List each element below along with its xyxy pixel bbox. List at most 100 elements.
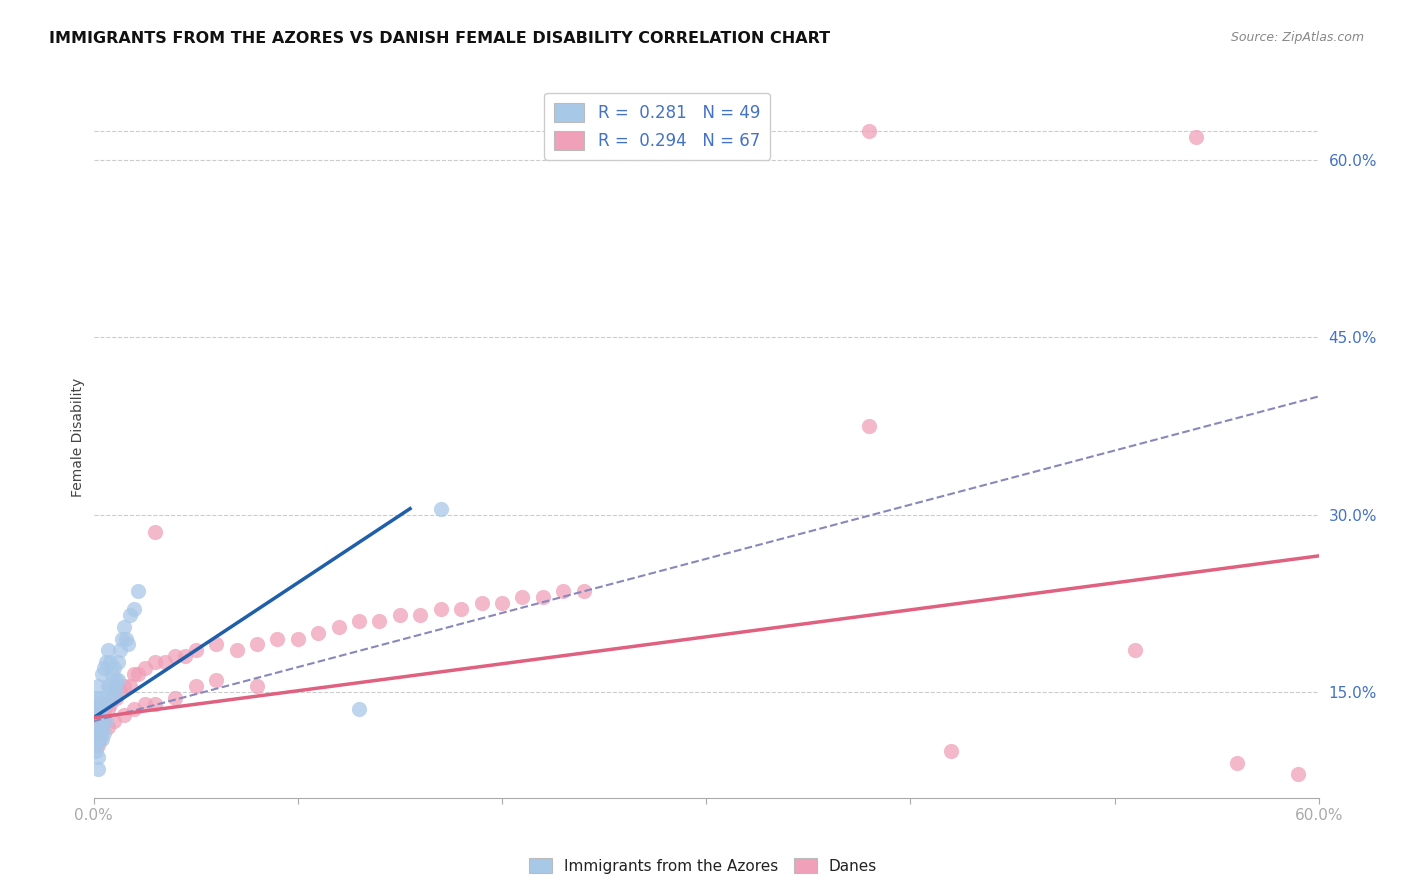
Text: Source: ZipAtlas.com: Source: ZipAtlas.com [1230,31,1364,45]
Point [165,649,187,664]
Point [184,643,207,657]
Point [86,738,108,752]
Point [86,679,108,693]
Point [84,702,107,716]
Point [86,697,108,711]
Point [107,673,129,687]
Point [124,667,146,681]
Point [103,679,125,693]
Point [93,714,115,729]
Point [97,720,120,734]
Point [97,643,120,657]
Point [1226,756,1249,770]
Point [84,744,107,758]
Point [93,661,115,675]
Point [246,638,269,652]
Point [89,731,111,746]
Point [531,591,554,605]
Point [108,684,131,698]
Point [128,667,150,681]
Point [98,697,121,711]
Point [105,684,128,698]
Point [89,726,111,740]
Point [409,607,432,622]
Point [97,702,120,716]
Point [1286,767,1309,781]
Point [86,720,108,734]
Point [93,726,115,740]
Point [429,602,451,616]
Legend: Immigrants from the Azores, Danes: Immigrants from the Azores, Danes [523,852,883,880]
Point [1123,643,1146,657]
Point [120,607,142,622]
Point [120,679,142,693]
Point [307,625,329,640]
Point [89,702,111,716]
Point [103,714,125,729]
Point [86,749,108,764]
Point [107,655,129,669]
Point [124,702,146,716]
Point [512,591,534,605]
Point [1185,129,1208,144]
Point [143,697,166,711]
Point [328,620,350,634]
Point [153,655,176,669]
Point [86,708,108,723]
Point [858,123,880,137]
Point [84,702,107,716]
Point [134,661,156,675]
Point [184,679,207,693]
Point [89,726,111,740]
Point [89,714,111,729]
Point [107,679,129,693]
Point [93,697,115,711]
Point [112,708,135,723]
Point [117,638,139,652]
Point [93,708,115,723]
Point [553,584,575,599]
Point [105,673,128,687]
Point [347,702,370,716]
Point [94,697,117,711]
Point [97,679,120,693]
Point [103,661,125,675]
Point [101,690,124,705]
Point [134,697,156,711]
Point [388,607,411,622]
Point [94,655,117,669]
Point [84,690,107,705]
Y-axis label: Female Disability: Female Disability [72,378,86,498]
Point [98,679,121,693]
Point [112,620,135,634]
Point [94,690,117,705]
Point [86,731,108,746]
Point [572,584,595,599]
Point [90,720,112,734]
Point [90,714,112,729]
Point [941,744,963,758]
Point [89,690,111,705]
Point [287,632,309,646]
Point [115,632,138,646]
Point [108,643,131,657]
Point [90,731,112,746]
Point [101,690,124,705]
Point [86,720,108,734]
Point [84,731,107,746]
Text: IMMIGRANTS FROM THE AZORES VS DANISH FEMALE DISABILITY CORRELATION CHART: IMMIGRANTS FROM THE AZORES VS DANISH FEM… [49,31,831,46]
Point [470,596,492,610]
Point [205,673,228,687]
Point [143,525,166,540]
Point [368,614,391,628]
Legend: R =  0.281   N = 49, R =  0.294   N = 67: R = 0.281 N = 49, R = 0.294 N = 67 [544,93,770,160]
Point [128,584,150,599]
Point [143,655,166,669]
Point [124,602,146,616]
Point [246,679,269,693]
Point [205,638,228,652]
Point [165,690,187,705]
Point [225,643,247,657]
Point [491,596,513,610]
Point [84,726,107,740]
